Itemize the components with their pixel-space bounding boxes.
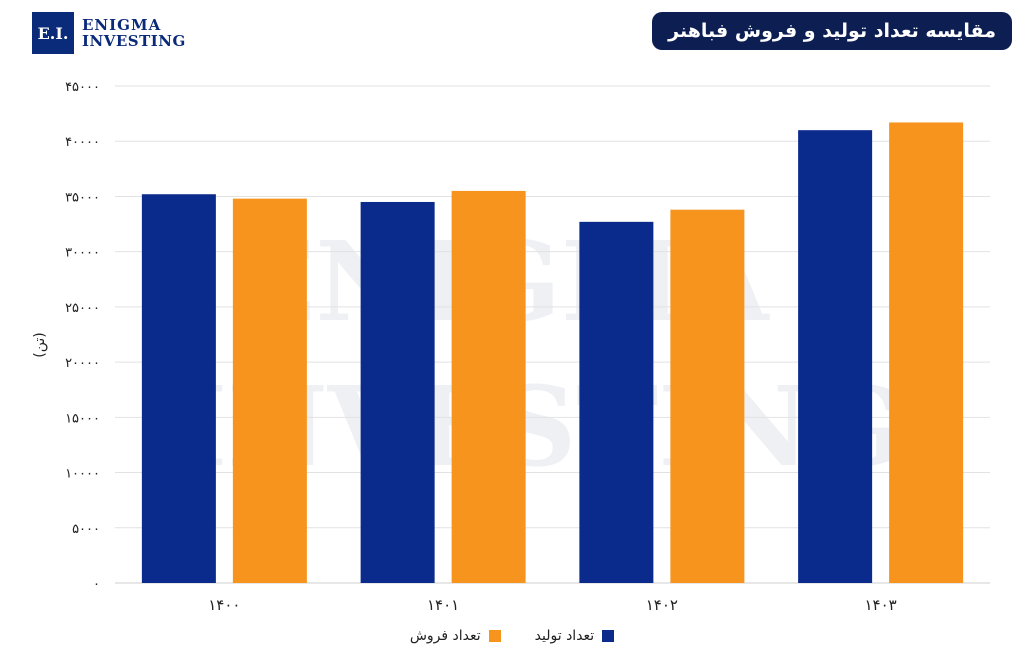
legend-label-sales: تعداد فروش [409,628,481,644]
y-tick-label: ۱۵۰۰۰ [65,411,100,426]
x-tick-label: ۱۴۰۱ [427,596,459,614]
y-tick-label: ۴۵۰۰۰ [65,80,100,95]
bar-production-1 [360,201,435,583]
chart-title: مقایسه تعداد تولید و فروش فباهنر [652,12,1012,50]
y-tick-label: ۵۰۰۰ [72,522,100,537]
legend-swatch-production [602,630,615,642]
bar-production-2 [579,221,654,583]
logo-line-1: ENIGMA [82,16,162,34]
bar-sales-0 [232,198,307,584]
bar-sales-1 [451,190,526,583]
y-axis-ticks: ۰ ۵۰۰۰ ۱۰۰۰۰ ۱۵۰۰۰ ۲۰۰۰۰ ۲۵۰۰۰ ۳۰۰۰۰ ۳۵۰۰۰ ۴۰۰۰۰… [65,80,100,592]
bars [141,122,964,584]
y-tick-label: ۳۵۰۰۰ [65,190,100,205]
y-tick-label: ۲۵۰۰۰ [65,301,100,316]
legend-label-production: تعداد تولید [534,628,595,644]
y-axis-label: (تن) [32,332,48,358]
brand-logo: E.I. ENIGMA INVESTING [32,12,186,54]
legend-item-production: تعداد تولید [535,628,615,644]
bar-production-3 [798,130,873,583]
y-tick-label: ۰ [93,577,100,592]
legend: تعداد تولید تعداد فروش [0,628,1024,644]
y-tick-label: ۴۰۰۰۰ [65,135,100,150]
y-tick-label: ۲۰۰۰۰ [65,356,100,371]
legend-swatch-sales [488,630,501,642]
x-tick-label: ۱۴۰۰ [208,596,240,614]
x-axis-ticks: ۱۴۰۰ ۱۴۰۱ ۱۴۰۲ ۱۴۰۳ [208,596,896,614]
y-tick-label: ۳۰۰۰۰ [65,246,100,261]
logo-line-2: INVESTING [82,32,186,50]
bar-sales-3 [889,122,964,584]
y-tick-label: ۱۰۰۰۰ [65,467,100,482]
logo-text: ENIGMA INVESTING [82,17,186,49]
legend-item-sales: تعداد فروش [410,628,501,644]
x-tick-label: ۱۴۰۲ [646,596,678,614]
bar-production-0 [141,194,216,584]
logo-mark: E.I. [32,12,74,54]
bar-sales-2 [670,209,745,583]
x-tick-label: ۱۴۰۳ [865,596,897,614]
